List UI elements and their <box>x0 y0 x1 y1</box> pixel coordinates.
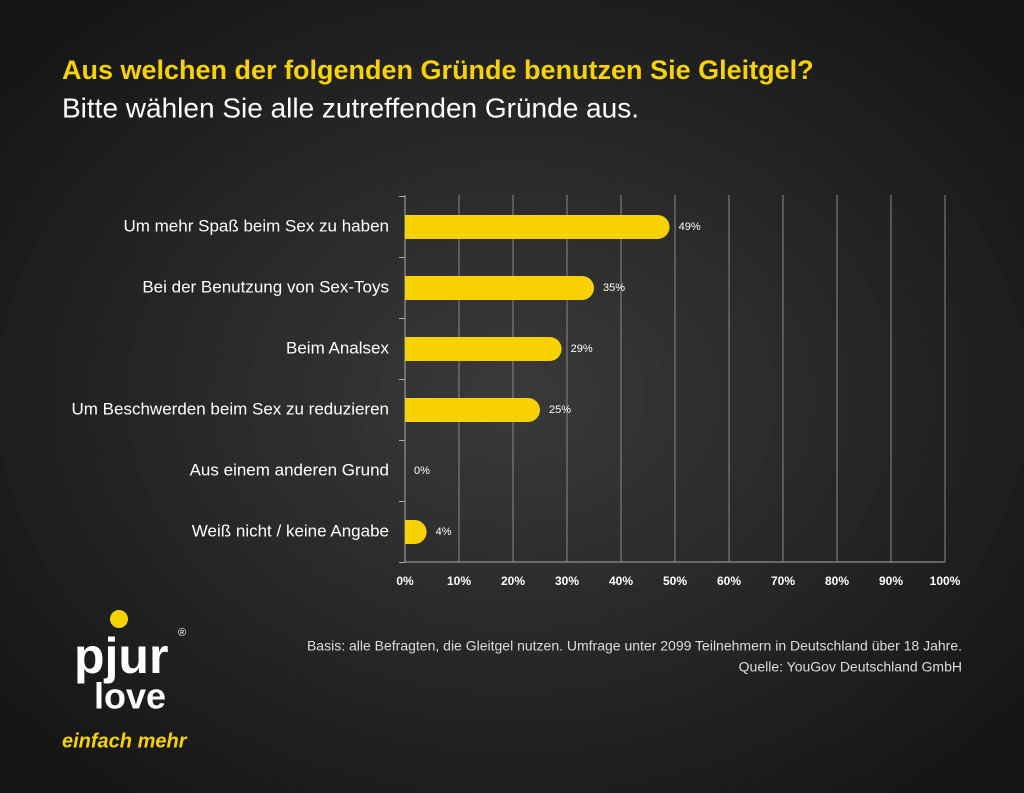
x-tick-label: 70% <box>771 574 795 588</box>
value-label: 49% <box>679 221 701 233</box>
y-tick-label: Bei der Benutzung von Sex-Toys <box>142 277 389 296</box>
chart-title: Aus welchen der folgenden Gründe benutze… <box>62 55 814 85</box>
y-tick-label: Um Beschwerden beim Sex zu reduzieren <box>72 399 389 418</box>
logo-line: love <box>94 676 166 717</box>
x-tick-label: 20% <box>501 574 525 588</box>
y-tick-label: Weiß nicht / keine Angabe <box>192 521 389 540</box>
bar <box>405 337 562 361</box>
source: Quelle: YouGov Deutschland GmbH <box>739 659 962 675</box>
value-label: 4% <box>436 526 452 538</box>
chart-subtitle: Bitte wählen Sie alle zutreffenden Gründ… <box>62 92 639 123</box>
bar <box>405 276 594 300</box>
logo-dot <box>110 610 128 628</box>
logo-slogan: einfach mehr <box>62 730 188 752</box>
bar <box>405 215 670 239</box>
value-label: 29% <box>571 343 593 355</box>
value-label: 0% <box>414 465 430 477</box>
x-tick-label: 30% <box>555 574 579 588</box>
x-tick-label: 100% <box>930 574 961 588</box>
logo-brand: pjur <box>74 628 168 684</box>
x-tick-label: 50% <box>663 574 687 588</box>
y-tick-label: Aus einem anderen Grund <box>190 460 389 479</box>
value-label: 35% <box>603 282 625 294</box>
logo-mark: ® <box>178 627 186 639</box>
x-tick-label: 10% <box>447 574 471 588</box>
bar <box>405 398 540 422</box>
x-tick-label: 60% <box>717 574 741 588</box>
y-tick-label: Um mehr Spaß beim Sex zu haben <box>123 216 389 235</box>
y-tick-label: Beim Analsex <box>286 338 389 357</box>
x-tick-label: 80% <box>825 574 849 588</box>
x-tick-label: 90% <box>879 574 903 588</box>
bar <box>405 520 427 544</box>
value-label: 25% <box>549 404 571 416</box>
x-tick-label: 40% <box>609 574 633 588</box>
footnote: Basis: alle Befragten, die Gleitgel nutz… <box>307 638 962 654</box>
x-tick-label: 0% <box>396 574 414 588</box>
